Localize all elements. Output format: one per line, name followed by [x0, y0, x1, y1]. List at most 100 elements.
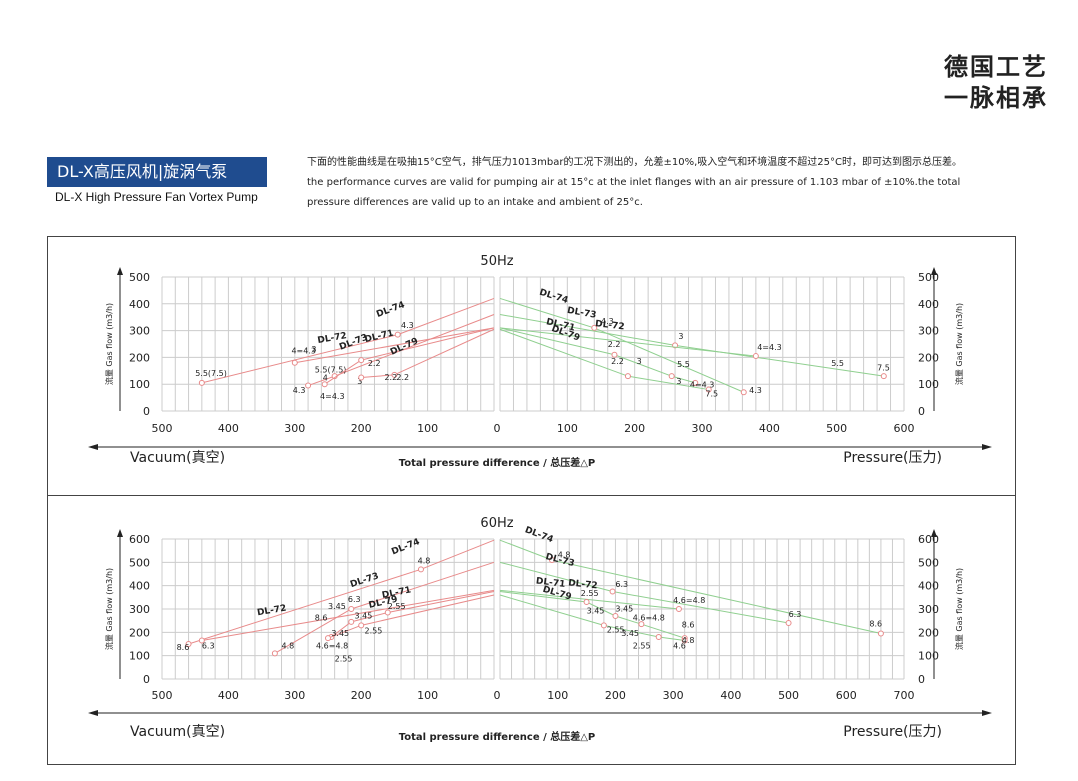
y-tick-right: 100: [918, 378, 939, 391]
y-tick-left: 500: [129, 556, 150, 569]
point-label-vacuum: 4.3: [293, 386, 306, 395]
x-tick-pressure: 300: [692, 422, 713, 435]
series-name-pressure: DL-72: [568, 578, 598, 591]
point-label-pressure: 3: [676, 377, 681, 386]
data-point-pressure: [600, 622, 607, 629]
x-tick-vacuum: 500: [152, 689, 173, 702]
y-tick-right: 300: [918, 603, 939, 616]
data-point-pressure: [591, 324, 598, 331]
y-tick-left: 0: [143, 405, 150, 418]
data-point-vacuum: [305, 382, 312, 389]
x-tick-pressure: 100: [557, 422, 578, 435]
point-label-pressure: 8.6: [869, 620, 882, 629]
series-line-vacuum: [294, 327, 495, 364]
point-label-vacuum: 8.6: [177, 643, 190, 652]
y-tick-left: 400: [129, 298, 150, 311]
data-point-pressure: [675, 606, 682, 612]
x-tick-vacuum: 100: [417, 689, 438, 702]
x-axis-arrow-right: [982, 710, 992, 716]
point-label-vacuum: 6.3: [348, 595, 361, 604]
slogan: 德国工艺 一脉相承: [944, 52, 1048, 114]
data-point-pressure: [668, 373, 675, 380]
point-label-vacuum: 2.2: [396, 373, 409, 382]
y-tick-left: 300: [129, 325, 150, 338]
point-label-vacuum: 2.55: [335, 655, 353, 664]
y-tick-left: 200: [129, 351, 150, 364]
point-label-pressure: 2.55: [581, 589, 599, 598]
data-point-vacuum: [185, 641, 192, 647]
product-title-en: DL-X High Pressure Fan Vortex Pump: [55, 190, 258, 204]
data-point-pressure: [609, 588, 616, 595]
point-label-pressure: 3: [678, 332, 683, 341]
data-point-pressure: [752, 353, 759, 360]
point-label-pressure: 5.5: [831, 359, 844, 368]
series-name-pressure: DL-74: [523, 525, 554, 545]
series-name-vacuum: DL-72: [256, 604, 287, 619]
product-title-badge: DL-X高压风机|旋涡气泵: [47, 157, 267, 187]
point-label-vacuum: 2.2: [384, 373, 397, 382]
y-axis-left-arrow: [117, 529, 123, 537]
point-label-vacuum: 8.6: [315, 614, 328, 623]
series-name-pressure: DL-73: [566, 306, 597, 321]
data-point-pressure: [785, 620, 792, 626]
point-label-pressure: 4.6=4.8: [673, 596, 705, 605]
point-label-vacuum: 6.3: [202, 642, 215, 651]
point-label-vacuum: 2.55: [388, 602, 406, 611]
charts-divider: [47, 495, 1016, 496]
y-tick-right: 400: [918, 580, 939, 593]
y-tick-right: 500: [918, 556, 939, 569]
data-point-pressure: [880, 373, 887, 380]
chart-title: 60Hz: [480, 516, 513, 531]
point-label-vacuum: 3.45: [331, 629, 349, 638]
x-tick-pressure: 400: [759, 422, 780, 435]
x-tick-vacuum: 300: [284, 689, 305, 702]
point-label-pressure: 3.45: [615, 604, 633, 613]
data-point-pressure: [877, 630, 884, 637]
note-cn: 下面的性能曲线是在吸抽15°C空气，排气压力1013mbar的工况下测出的，允差…: [307, 157, 962, 168]
point-label-pressure: 4=4.3: [757, 343, 782, 352]
data-point-vacuum: [358, 374, 365, 381]
x-tick-pressure: 100: [547, 689, 568, 702]
data-point-pressure: [638, 621, 645, 628]
y-tick-right: 100: [918, 650, 939, 663]
vacuum-label: Vacuum(真空): [130, 724, 225, 740]
data-point-vacuum: [384, 609, 391, 616]
x-tick-pressure: 600: [836, 689, 857, 702]
vacuum-label: Vacuum(真空): [130, 450, 225, 466]
point-label-pressure: 3: [637, 357, 642, 366]
point-label-vacuum: 2.55: [365, 627, 383, 636]
point-label-pressure: 4.6: [673, 642, 686, 651]
y-tick-left: 300: [129, 603, 150, 616]
data-point-vacuum: [358, 357, 365, 364]
data-point-pressure: [583, 599, 590, 605]
data-point-pressure: [740, 389, 747, 396]
data-point-vacuum: [198, 379, 205, 386]
x-tick-pressure: 200: [605, 689, 626, 702]
point-label-vacuum: 5.5(7.5): [315, 366, 347, 375]
series-name-vacuum: DL-79: [389, 336, 420, 357]
x-axis-arrow-right: [982, 444, 992, 450]
point-label-pressure: 4.3: [601, 317, 614, 326]
charts-frame: [47, 236, 1016, 765]
point-label-vacuum: 4.8: [418, 557, 431, 566]
point-label-vacuum: 4=4.3: [320, 392, 345, 401]
chart-title: 50Hz: [480, 254, 513, 269]
series-line-pressure: [499, 327, 756, 357]
x-tick-pressure: 500: [826, 422, 847, 435]
series-name-vacuum: DL-74: [375, 300, 406, 320]
performance-note: 下面的性能曲线是在吸抽15°C空气，排气压力1013mbar的工况下测出的，允差…: [307, 153, 1057, 213]
point-label-pressure: 2.55: [633, 642, 651, 651]
y-tick-right: 300: [918, 325, 939, 338]
point-label-pressure: 4.8: [682, 636, 695, 645]
point-label-vacuum: 4: [323, 374, 328, 383]
series-name-pressure: DL-71: [535, 576, 565, 589]
data-point-pressure: [655, 634, 662, 640]
point-label-vacuum: 4=4.3: [291, 346, 316, 355]
series-line-pressure: [499, 589, 679, 610]
y-tick-left: 0: [143, 673, 150, 686]
data-point-vacuum: [198, 637, 205, 644]
point-label-pressure: 4.3: [749, 386, 762, 395]
point-label-vacuum: 3: [311, 345, 316, 354]
point-label-vacuum: 4.3: [401, 321, 414, 330]
data-point-vacuum: [417, 566, 424, 573]
